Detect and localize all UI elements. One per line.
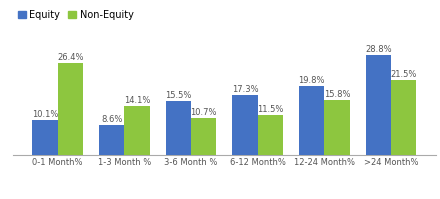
Text: 15.5%: 15.5% (165, 91, 191, 100)
Text: 8.6%: 8.6% (101, 115, 122, 124)
Bar (232, 95, 258, 155)
Bar (391, 80, 416, 155)
Bar (166, 101, 191, 155)
Bar (366, 55, 391, 155)
Bar (191, 118, 216, 155)
Text: 28.8%: 28.8% (365, 45, 392, 54)
Text: 10.7%: 10.7% (191, 108, 217, 117)
Bar (258, 115, 283, 155)
Text: 11.5%: 11.5% (257, 105, 284, 114)
Text: 10.1%: 10.1% (32, 110, 58, 119)
Bar (99, 125, 125, 155)
Text: 15.8%: 15.8% (324, 90, 350, 99)
Bar (299, 86, 324, 155)
Bar (324, 100, 350, 155)
Bar (58, 63, 83, 155)
Text: 17.3%: 17.3% (232, 85, 258, 94)
Text: 26.4%: 26.4% (57, 53, 84, 62)
Text: 19.8%: 19.8% (298, 76, 325, 85)
Legend: Equity, Non-Equity: Equity, Non-Equity (14, 6, 137, 24)
Text: 21.5%: 21.5% (391, 70, 417, 79)
Bar (125, 106, 150, 155)
Bar (33, 120, 58, 155)
Text: 14.1%: 14.1% (124, 96, 150, 105)
